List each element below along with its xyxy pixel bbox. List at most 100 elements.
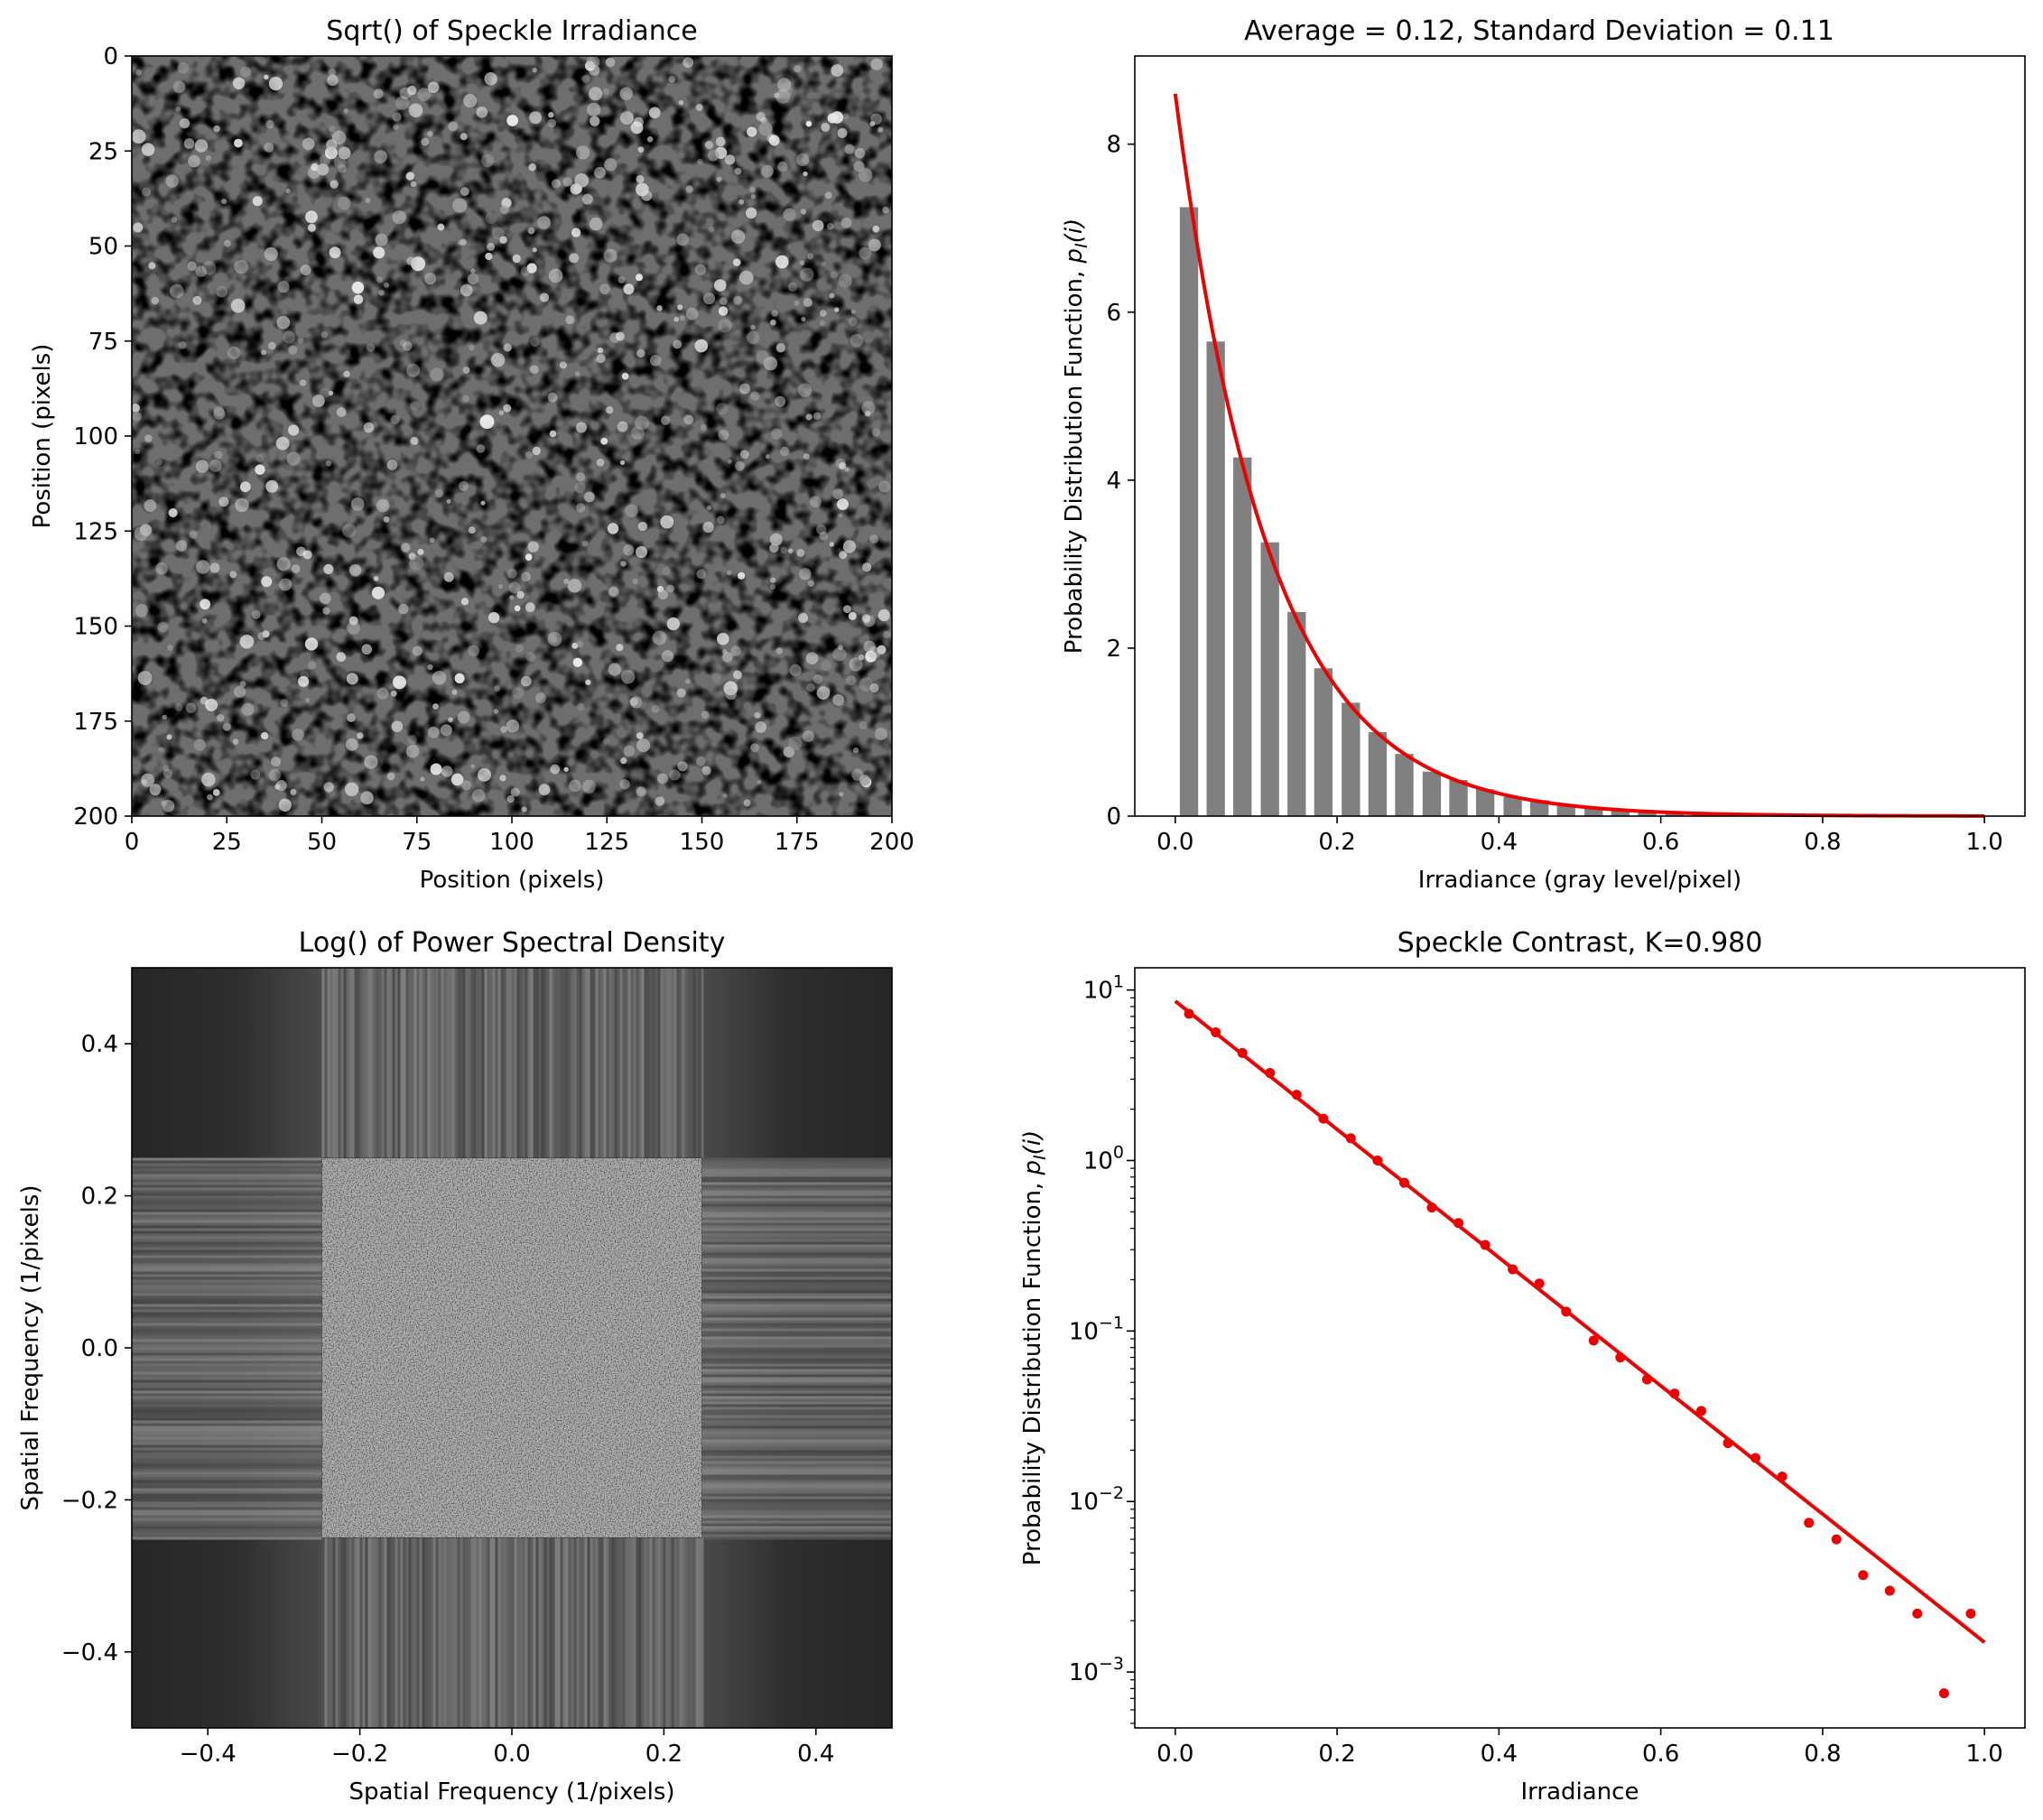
psd-vstreak [538, 968, 542, 1158]
p4-xtick-label-4: 0.8 [1804, 1741, 1841, 1768]
psd-hstreak [132, 1187, 322, 1191]
speckle-spot [384, 282, 390, 288]
speckle-spot [805, 652, 819, 665]
speckle-spot [468, 645, 479, 657]
psd-vstreak [508, 968, 512, 1158]
speckle-spot [187, 261, 197, 272]
speckle-spot [323, 782, 334, 793]
speckle-spot [135, 69, 143, 76]
psd-hstreak [701, 1488, 892, 1491]
p3-xtick-label-1: −0.2 [331, 1741, 388, 1768]
histogram-bar [1260, 542, 1279, 816]
panel1-title: Sqrt() of Speckle Irradiance [326, 15, 697, 47]
psd-vstreak [397, 968, 401, 1158]
speckle-spot [178, 340, 187, 349]
speckle-spot [716, 403, 729, 415]
speckle-spot [297, 337, 304, 344]
psd-hstreak [132, 1472, 322, 1475]
speckle-spot [133, 222, 144, 233]
psd-hstreak [132, 1377, 322, 1380]
psd-vstreak [335, 968, 339, 1158]
speckle-spot [596, 458, 605, 467]
psd-hstreak [132, 1458, 322, 1462]
speckle-spot [819, 531, 829, 541]
psd-hstreak [132, 1212, 322, 1215]
speckle-spot [777, 161, 788, 172]
psd-vstreak [338, 1537, 341, 1728]
psd-vstreak [370, 1537, 374, 1728]
psd-vstreak [682, 1537, 685, 1728]
psd-vstreak [376, 968, 379, 1158]
speckle-spot [865, 650, 878, 663]
p1-ytick-label-7: 175 [73, 709, 118, 736]
speckle-spot [585, 679, 591, 685]
speckle-spot [167, 645, 173, 651]
psd-vstreak [625, 968, 628, 1158]
speckle-spot [810, 496, 822, 508]
speckle-spot [302, 137, 315, 151]
speckle-spot [427, 81, 440, 94]
psd-hstreak [132, 1320, 322, 1323]
speckle-spot [652, 630, 667, 645]
speckle-spot [661, 566, 671, 576]
speckle-spot [488, 611, 500, 624]
psd-vstreak [321, 968, 325, 1158]
speckle-spot [730, 645, 741, 656]
speckle-spot [822, 687, 831, 695]
psd-hstreak [701, 1168, 892, 1172]
speckle-spot [175, 107, 181, 113]
psd-vstreak [692, 1537, 696, 1728]
psd-hstreak [132, 1350, 322, 1353]
psd-passband-noise [322, 1158, 701, 1537]
psd-vstreak [389, 968, 393, 1158]
psd-hstreak [132, 1450, 322, 1453]
speckle-spot [839, 551, 848, 560]
psd-hstreak [132, 1423, 322, 1426]
speckle-spot [376, 276, 384, 283]
speckle-spot [871, 428, 881, 437]
psd-vstreak [673, 968, 677, 1158]
speckle-spot [795, 153, 810, 167]
psd-hstreak [132, 1507, 322, 1510]
speckle-spot [192, 295, 202, 305]
p4-ytick-exp: 0 [1113, 1142, 1124, 1162]
psd-hstreak [132, 1285, 322, 1288]
psd-hstreak [132, 1336, 322, 1340]
psd-hstreak [701, 1266, 892, 1269]
psd-vstreak [470, 968, 474, 1158]
psd-vstreak [373, 968, 376, 1158]
speckle-spot [232, 738, 239, 745]
psd-vstreak [525, 1537, 528, 1728]
psd-hstreak [701, 1206, 892, 1210]
psd-hstreak [701, 1295, 892, 1299]
speckle-spot [803, 297, 813, 308]
psd-hstreak [132, 1160, 322, 1164]
speckle-spot [443, 571, 454, 582]
speckle-spot [278, 798, 292, 812]
contrast-point [1912, 1608, 1923, 1619]
speckle-spot [139, 524, 153, 536]
psd-vstreak [584, 1537, 588, 1728]
psd-hstreak [701, 1350, 892, 1353]
panel4-title: Speckle Contrast, K=0.980 [1398, 927, 1763, 959]
speckle-spot [405, 744, 420, 758]
speckle-spot [711, 673, 721, 683]
panel3-x-axis: −0.4 −0.2 0.0 0.2 0.4 [180, 1728, 834, 1768]
speckle-spot [141, 773, 155, 787]
speckle-spot [509, 595, 515, 600]
psd-hstreak [132, 1168, 322, 1172]
psd-hstreak [701, 1480, 892, 1483]
speckle-spot [470, 764, 476, 769]
speckle-spot [632, 578, 638, 585]
speckle-spot [529, 111, 542, 125]
psd-vstreak [449, 1537, 452, 1728]
speckle-spot [212, 788, 220, 796]
p4-xtick-label-3: 0.6 [1642, 1741, 1679, 1768]
psd-vstreak [397, 1537, 401, 1728]
psd-vstreak [663, 1537, 666, 1728]
speckle-spot [636, 738, 651, 753]
speckle-spot [869, 121, 876, 126]
speckle-spot [343, 108, 348, 114]
speckle-spot [597, 348, 603, 354]
psd-vstreak [476, 968, 479, 1158]
